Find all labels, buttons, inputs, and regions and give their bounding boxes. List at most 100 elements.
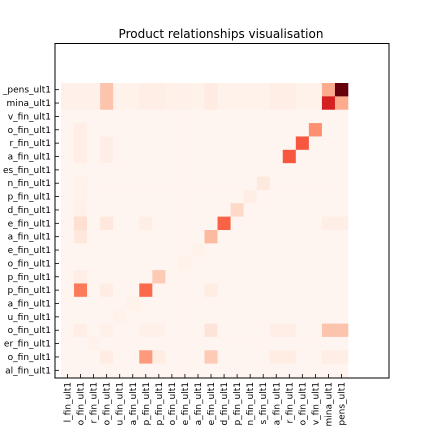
y-tick-label: o_fin_ult1: [8, 259, 51, 269]
heatmap-cell: [308, 296, 323, 311]
heatmap-cell: [269, 363, 284, 378]
heatmap-cell: [217, 350, 231, 364]
heatmap-cell: [139, 163, 153, 177]
heatmap-cell: [204, 350, 218, 364]
heatmap-cell: [191, 136, 205, 151]
heatmap-cell: [243, 310, 257, 324]
heatmap-cell: [87, 323, 101, 338]
heatmap-cell: [217, 136, 231, 151]
heatmap-cell: [100, 310, 114, 324]
heatmap-cell: [243, 230, 257, 244]
heatmap-cell: [256, 123, 271, 137]
heatmap-cell: [256, 149, 271, 164]
heatmap-cell: [100, 136, 114, 151]
heatmap-cell: [126, 363, 140, 378]
heatmap-cell: [100, 189, 114, 204]
heatmap-cell: [282, 283, 297, 298]
heatmap-cell: [295, 323, 310, 338]
heatmap-cell: [126, 256, 140, 271]
heatmap-cell: [269, 230, 284, 244]
heatmap-cell: [165, 283, 179, 298]
heatmap-cell: [165, 336, 179, 351]
heatmap-cell: [191, 350, 205, 364]
heatmap-cell: [100, 203, 114, 217]
heatmap-cell: [74, 149, 88, 164]
heatmap-cell: [139, 270, 153, 284]
heatmap-cell: [256, 323, 271, 338]
heatmap-cell: [191, 109, 205, 124]
heatmap-cell: [204, 230, 218, 244]
heatmap-cell: [165, 270, 179, 284]
heatmap-cell: [126, 230, 140, 244]
heatmap-cell: [295, 336, 310, 351]
heatmap-cell: [74, 136, 88, 151]
heatmap-cell: [282, 323, 297, 338]
heatmap-cell: [269, 109, 284, 124]
heatmap-cell: [243, 149, 257, 164]
heatmap-cell: [269, 203, 284, 217]
heatmap-cell: [139, 176, 153, 191]
heatmap-cell: [269, 243, 284, 258]
heatmap-cell: [282, 350, 297, 364]
heatmap-cell: [321, 230, 336, 244]
heatmap-cell: [321, 216, 336, 231]
heatmap-cell: [165, 296, 179, 311]
heatmap-cell: [165, 176, 179, 191]
heatmap-cell: [217, 189, 231, 204]
heatmap-cell: [204, 283, 218, 298]
heatmap-cell: [217, 310, 231, 324]
heatmap-cell: [126, 336, 140, 351]
x-tick-label: p_fin_ult1: [233, 382, 243, 426]
heatmap-cell: [256, 96, 271, 111]
heatmap-cell: [191, 256, 205, 271]
heatmap-cell: [113, 256, 127, 271]
heatmap-cell: [191, 163, 205, 177]
heatmap-cell: [100, 283, 114, 298]
y-tick-label: a_fin_ult1: [8, 233, 51, 243]
heatmap-cell: [74, 283, 88, 298]
heatmap-cell: [230, 350, 244, 364]
heatmap-cell: [178, 296, 192, 311]
heatmap-cell: [295, 283, 310, 298]
heatmap-cell: [308, 243, 323, 258]
y-tick-label: o_fin_ult1: [8, 126, 51, 136]
heatmap-cell: [165, 163, 179, 177]
heatmap-cell: [321, 83, 336, 97]
heatmap-cell: [139, 310, 153, 324]
heatmap-cell: [178, 270, 192, 284]
heatmap-cell: [178, 256, 192, 271]
heatmap-cell: [282, 216, 297, 231]
heatmap-cell: [191, 96, 205, 111]
heatmap-cell: [100, 230, 114, 244]
heatmap-cell: [191, 363, 205, 378]
heatmap-cell: [256, 176, 271, 191]
heatmap-cell: [243, 83, 257, 97]
heatmap-cell: [204, 336, 218, 351]
heatmap-cell: [308, 163, 323, 177]
heatmap-cell: [61, 83, 75, 97]
heatmap-cell: [152, 350, 166, 364]
heatmap-cell: [165, 123, 179, 137]
heatmap-cell: [321, 323, 336, 338]
heatmap-cell: [139, 323, 153, 338]
heatmap-cell: [269, 283, 284, 298]
heatmap-cell: [152, 163, 166, 177]
heatmap-cell: [256, 350, 271, 364]
heatmap-cell: [139, 123, 153, 137]
heatmap-cell: [334, 163, 349, 177]
heatmap-cell: [113, 109, 127, 124]
heatmap-cell: [74, 363, 88, 378]
heatmap-cell: [269, 296, 284, 311]
heatmap-cell: [308, 149, 323, 164]
heatmap-cell: [217, 149, 231, 164]
heatmap-cell: [282, 176, 297, 191]
heatmap-cell: [165, 323, 179, 338]
y-tick-label: v_fin_ult1: [8, 112, 51, 122]
x-tick-label: o_fin_ult1: [168, 382, 178, 425]
heatmap-cell: [61, 350, 75, 364]
heatmap-cell: [295, 296, 310, 311]
heatmap-cell: [113, 243, 127, 258]
x-tick-label: l_fin_ult1: [64, 382, 74, 422]
x-tick-label: u_fin_ult1: [116, 382, 126, 426]
heatmap-cell: [113, 323, 127, 338]
